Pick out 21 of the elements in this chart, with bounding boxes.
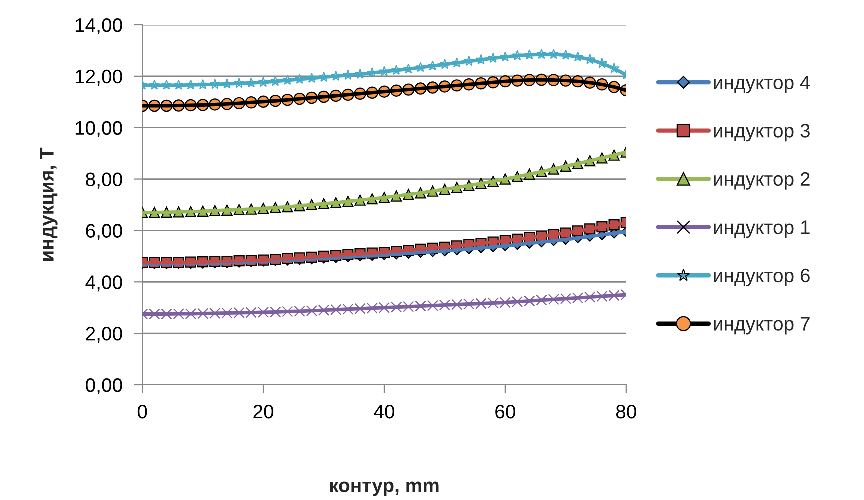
y-tick-label: 14,00: [76, 18, 122, 35]
y-tick-label: 12,00: [76, 70, 122, 86]
x-tick-label: 0: [138, 404, 148, 419]
legend-label: индуктор 1: [714, 220, 810, 238]
x-tick-label: 60: [496, 404, 516, 419]
y-tick-label: 8,00: [86, 172, 122, 189]
y-axis-title: индукция, T: [40, 148, 58, 262]
legend-label: индуктор 6: [714, 268, 810, 286]
x-tick-label: 20: [254, 404, 274, 419]
y-tick-label: 2,00: [86, 327, 122, 344]
legend-label: индуктор 2: [714, 172, 810, 190]
x-tick-label: 40: [374, 404, 395, 419]
y-tick-label: 0,00: [86, 378, 122, 395]
y-tick-label: 10,00: [76, 121, 122, 138]
legend-label: индуктор 4: [714, 76, 810, 94]
legend-label: индуктор 7: [714, 317, 810, 335]
x-axis-title: контур, mm: [330, 482, 439, 496]
legend-label: индуктор 3: [714, 124, 810, 142]
x-tick-label: 80: [616, 404, 636, 419]
y-tick-label: 4,00: [86, 276, 122, 292]
y-tick-label: 6,00: [86, 224, 122, 240]
